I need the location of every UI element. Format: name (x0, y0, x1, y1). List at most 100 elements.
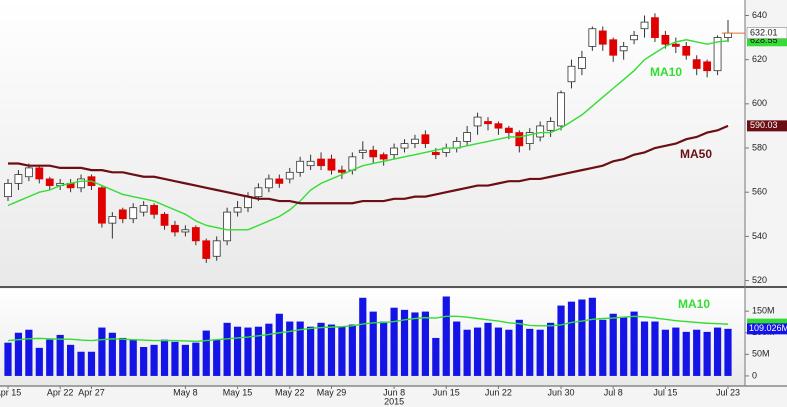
volume-bar (390, 307, 398, 376)
x-tick-label: Jul 15 (653, 387, 677, 397)
candle-body (358, 149, 367, 153)
volume-bar (578, 299, 586, 376)
candle-body (369, 149, 378, 158)
candle-body (296, 160, 305, 173)
last-value-box (747, 35, 787, 47)
x-tick-label: Apr 15 (0, 387, 21, 397)
volume-bar (682, 331, 690, 376)
candle-body (661, 34, 670, 45)
candle-body (431, 152, 440, 156)
x-tick-label: Apr 22 (47, 387, 74, 397)
candle-body (525, 132, 534, 145)
volume-bar (244, 327, 252, 376)
volume-bar (567, 301, 576, 376)
volume-bar (233, 326, 242, 376)
volume-bar (640, 321, 649, 376)
x-tick-label: Jun 15 (433, 387, 460, 397)
candle-body (129, 207, 138, 220)
volume-bar (202, 330, 210, 376)
volume-bar (98, 327, 106, 376)
y-tick-label: 150M (752, 306, 775, 316)
candle-body (45, 178, 54, 186)
candle-body (546, 121, 555, 131)
candle-body (630, 34, 638, 41)
candle-body (494, 123, 503, 129)
volume-bar (348, 324, 356, 376)
volume-bar (557, 305, 565, 376)
y-tick-label: 600 (752, 98, 767, 108)
last-volume-label: 109.026M (749, 323, 787, 333)
volume-bar (609, 313, 617, 376)
candle-body (557, 92, 565, 127)
volume-bar (150, 344, 158, 376)
x-year-label: 2015 (384, 396, 404, 406)
x-tick-label: May 8 (173, 387, 198, 397)
candle-body (640, 21, 649, 30)
volume-bar (494, 327, 503, 376)
candle-body (463, 132, 472, 142)
candle-body (244, 196, 252, 209)
volume-bar (129, 339, 137, 376)
x-tick-label: Jun 30 (548, 387, 575, 397)
candle-body (35, 167, 44, 180)
candle-body (223, 211, 232, 242)
last-price-box (746, 27, 787, 39)
volume-bar (484, 322, 492, 376)
candle-body (609, 39, 618, 56)
ma-label: MA10 (678, 297, 710, 311)
volume-bar (223, 322, 231, 376)
volume-bar (359, 297, 367, 376)
volume-bar (4, 342, 12, 376)
x-tick-label: May 22 (275, 387, 305, 397)
candle-body (275, 178, 284, 184)
volume-bar (35, 347, 43, 376)
candle-body (285, 171, 294, 180)
x-tick-label: Jul 23 (716, 387, 740, 397)
candle-body (233, 207, 242, 213)
ma-line (7, 39, 729, 231)
candle-body (212, 240, 221, 257)
candle-body (692, 59, 701, 69)
candle-body (671, 43, 680, 47)
candle-body (515, 132, 524, 147)
volume-bar (536, 329, 544, 376)
last-value-label: 590.03 (750, 120, 778, 130)
volume-bar (296, 321, 304, 376)
candle-body (588, 28, 597, 47)
candle-body (264, 178, 273, 189)
volume-bar (307, 326, 315, 376)
volume-bar (672, 327, 680, 376)
volume-bar (140, 347, 148, 376)
x-tick-label: Apr 27 (78, 387, 105, 397)
price-panel (0, 0, 745, 286)
candle-body (484, 121, 492, 125)
volume-bar (515, 319, 523, 376)
candle-body (77, 178, 85, 189)
candle-body (473, 116, 482, 127)
volume-bar (275, 313, 283, 376)
volume-bar (693, 329, 701, 376)
candle-body (536, 125, 545, 138)
volume-bar (724, 328, 732, 376)
volume-bar (77, 351, 85, 376)
volume-bar (317, 322, 325, 376)
volume-bar (453, 321, 461, 376)
y-tick-label: 520 (752, 275, 767, 285)
volume-bar (108, 332, 116, 376)
candle-body (703, 61, 712, 72)
volume-bar (421, 311, 429, 376)
candle-body (598, 30, 607, 45)
y-tick-label: 560 (752, 187, 767, 197)
candle-body (24, 167, 33, 178)
volume-bar (265, 323, 273, 376)
candle-body (150, 205, 158, 215)
ma-line (8, 124, 729, 205)
y-tick-label: 580 (752, 142, 767, 152)
last-value-box (747, 120, 787, 132)
volume-bar (505, 329, 513, 376)
volume-bar (599, 319, 607, 376)
candle-body (4, 182, 12, 198)
volume-bar (630, 311, 638, 376)
x-tick-label: May 15 (223, 387, 253, 397)
candle-body (181, 229, 190, 233)
